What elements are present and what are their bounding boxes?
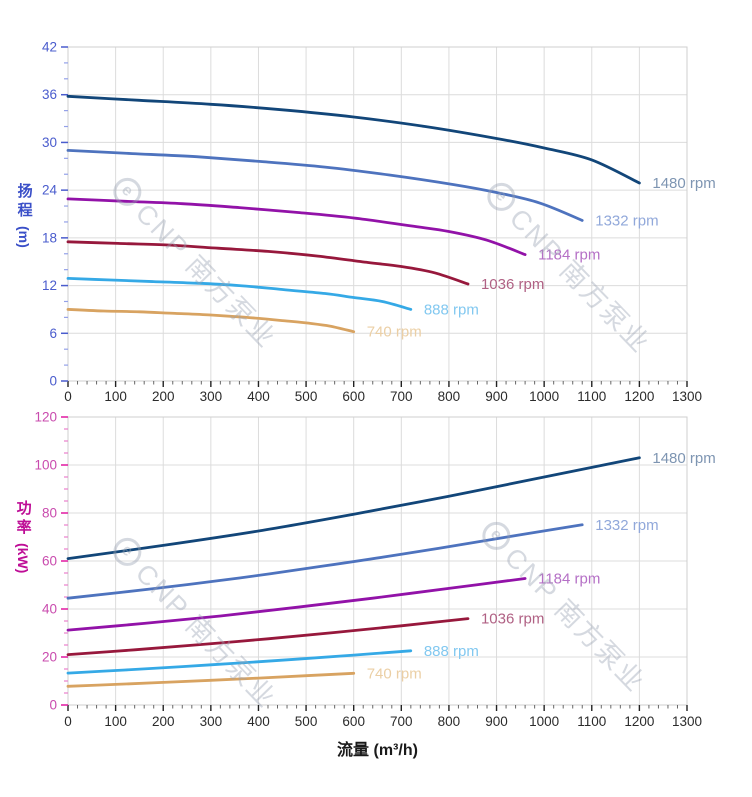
y-axis-ticks [61,46,68,382]
y-tick-label: 6 [49,326,57,341]
x-tick-label: 1100 [577,714,606,729]
x-tick-label: 900 [485,714,508,729]
curve-label-1332-rpm: 1332 rpm [595,517,658,534]
curve-label-1184-rpm: 1184 rpm [538,571,600,588]
y-axis-labels: 0 20 40 60 80 100 120 [34,410,57,713]
curve-1184-rpm [66,197,527,256]
y-tick-label: 80 [42,506,57,521]
flow-axis-title: 流量 (m³/h) [337,742,418,759]
curve-label-1036-rpm: 1036 rpm [481,611,544,628]
head-axis-title: 扬程 (m) [10,183,38,248]
curve-1332-rpm [66,149,584,222]
x-tick-label: 0 [64,714,72,729]
x-tick-label: 0 [64,389,72,404]
y-tick-label: 0 [49,374,57,389]
x-tick-label: 700 [390,389,413,404]
curve-label-740-rpm: 740 rpm [367,665,422,682]
x-tick-label: 1000 [529,714,559,729]
curve-1332-rpm [66,523,584,600]
curve-1480-rpm [66,456,641,560]
x-tick-label: 300 [200,389,223,404]
x-tick-label: 800 [438,389,461,404]
curve-888-rpm [66,277,413,311]
x-tick-label: 800 [438,714,461,729]
x-tick-label: 600 [342,714,365,729]
power-axis-unit: (kW) [15,543,32,574]
x-tick-label: 600 [342,389,365,404]
y-tick-label: 120 [34,410,57,425]
y-tick-label: 20 [42,650,57,665]
curve-label-1480-rpm: 1480 rpm [652,175,715,192]
x-tick-label: 400 [247,714,270,729]
x-axis-labels: 0 100 200 300 400 500 600 700 800 900 1000 1100 1200… [64,389,702,404]
curve-1036-rpm [66,240,470,286]
x-tick-label: 700 [390,714,413,729]
x-tick-label: 1300 [672,714,702,729]
y-tick-label: 0 [49,698,57,713]
y-tick-label: 18 [42,230,57,245]
curve-1184-rpm [66,577,527,632]
x-tick-label: 1200 [624,389,654,404]
y-axis-ticks [61,416,68,706]
y-tick-label: 60 [42,554,57,569]
y-tick-label: 40 [42,602,57,617]
curve-label-1332-rpm: 1332 rpm [595,212,658,229]
head-axis-unit: (m) [16,226,33,248]
y-tick-label: 24 [42,183,58,198]
gridlines [67,416,688,706]
x-tick-label: 1100 [577,389,606,404]
y-tick-label: 100 [34,458,57,473]
y-tick-label: 12 [42,278,57,293]
curve-1036-rpm [66,617,470,656]
power-axis-title: 功率 (kW) [8,500,38,573]
power-axis-title-text: 功率 [14,500,32,538]
curve-label-1480-rpm: 1480 rpm [652,450,715,467]
curve-888-rpm [66,649,413,675]
curve-label-888-rpm: 888 rpm [424,301,479,318]
curve-label-1036-rpm: 1036 rpm [481,276,544,293]
x-tick-label: 100 [104,714,127,729]
curve-740-rpm [66,671,356,688]
x-tick-label: 500 [295,714,318,729]
curve-740-rpm [66,308,356,334]
x-tick-label: 400 [247,389,270,404]
x-tick-label: 900 [485,389,508,404]
x-tick-label: 100 [104,389,127,404]
x-tick-label: 1300 [672,389,702,404]
head-vs-flow-chart: 0 100 200 300 400 500 600 700 800 900 1000 1100 1200… [42,40,716,405]
power-vs-flow-chart: 0 100 200 300 400 500 600 700 800 900 1000 1100 1200… [34,410,715,730]
y-tick-label: 42 [42,40,57,55]
x-tick-label: 500 [295,389,318,404]
curve-label-888-rpm: 888 rpm [424,643,479,660]
x-tick-label: 1200 [624,714,654,729]
x-tick-label: 200 [152,714,175,729]
plot-border [67,46,688,382]
x-tick-label: 1000 [529,389,559,404]
x-axis-ticks [67,381,688,387]
x-tick-label: 300 [200,714,223,729]
curve-label-1184-rpm: 1184 rpm [538,247,600,264]
x-axis-ticks [67,705,688,711]
curve-label-740-rpm: 740 rpm [367,324,422,341]
y-axis-labels: 0 6 12 18 24 30 36 42 [42,40,58,389]
x-tick-label: 200 [152,389,175,404]
head-axis-title-text: 扬程 [15,183,33,221]
y-tick-label: 36 [42,87,57,102]
curve-1480-rpm [66,94,641,185]
y-tick-label: 30 [42,135,57,150]
x-axis-labels: 0 100 200 300 400 500 600 700 800 900 1000 1100 1200… [64,714,702,729]
